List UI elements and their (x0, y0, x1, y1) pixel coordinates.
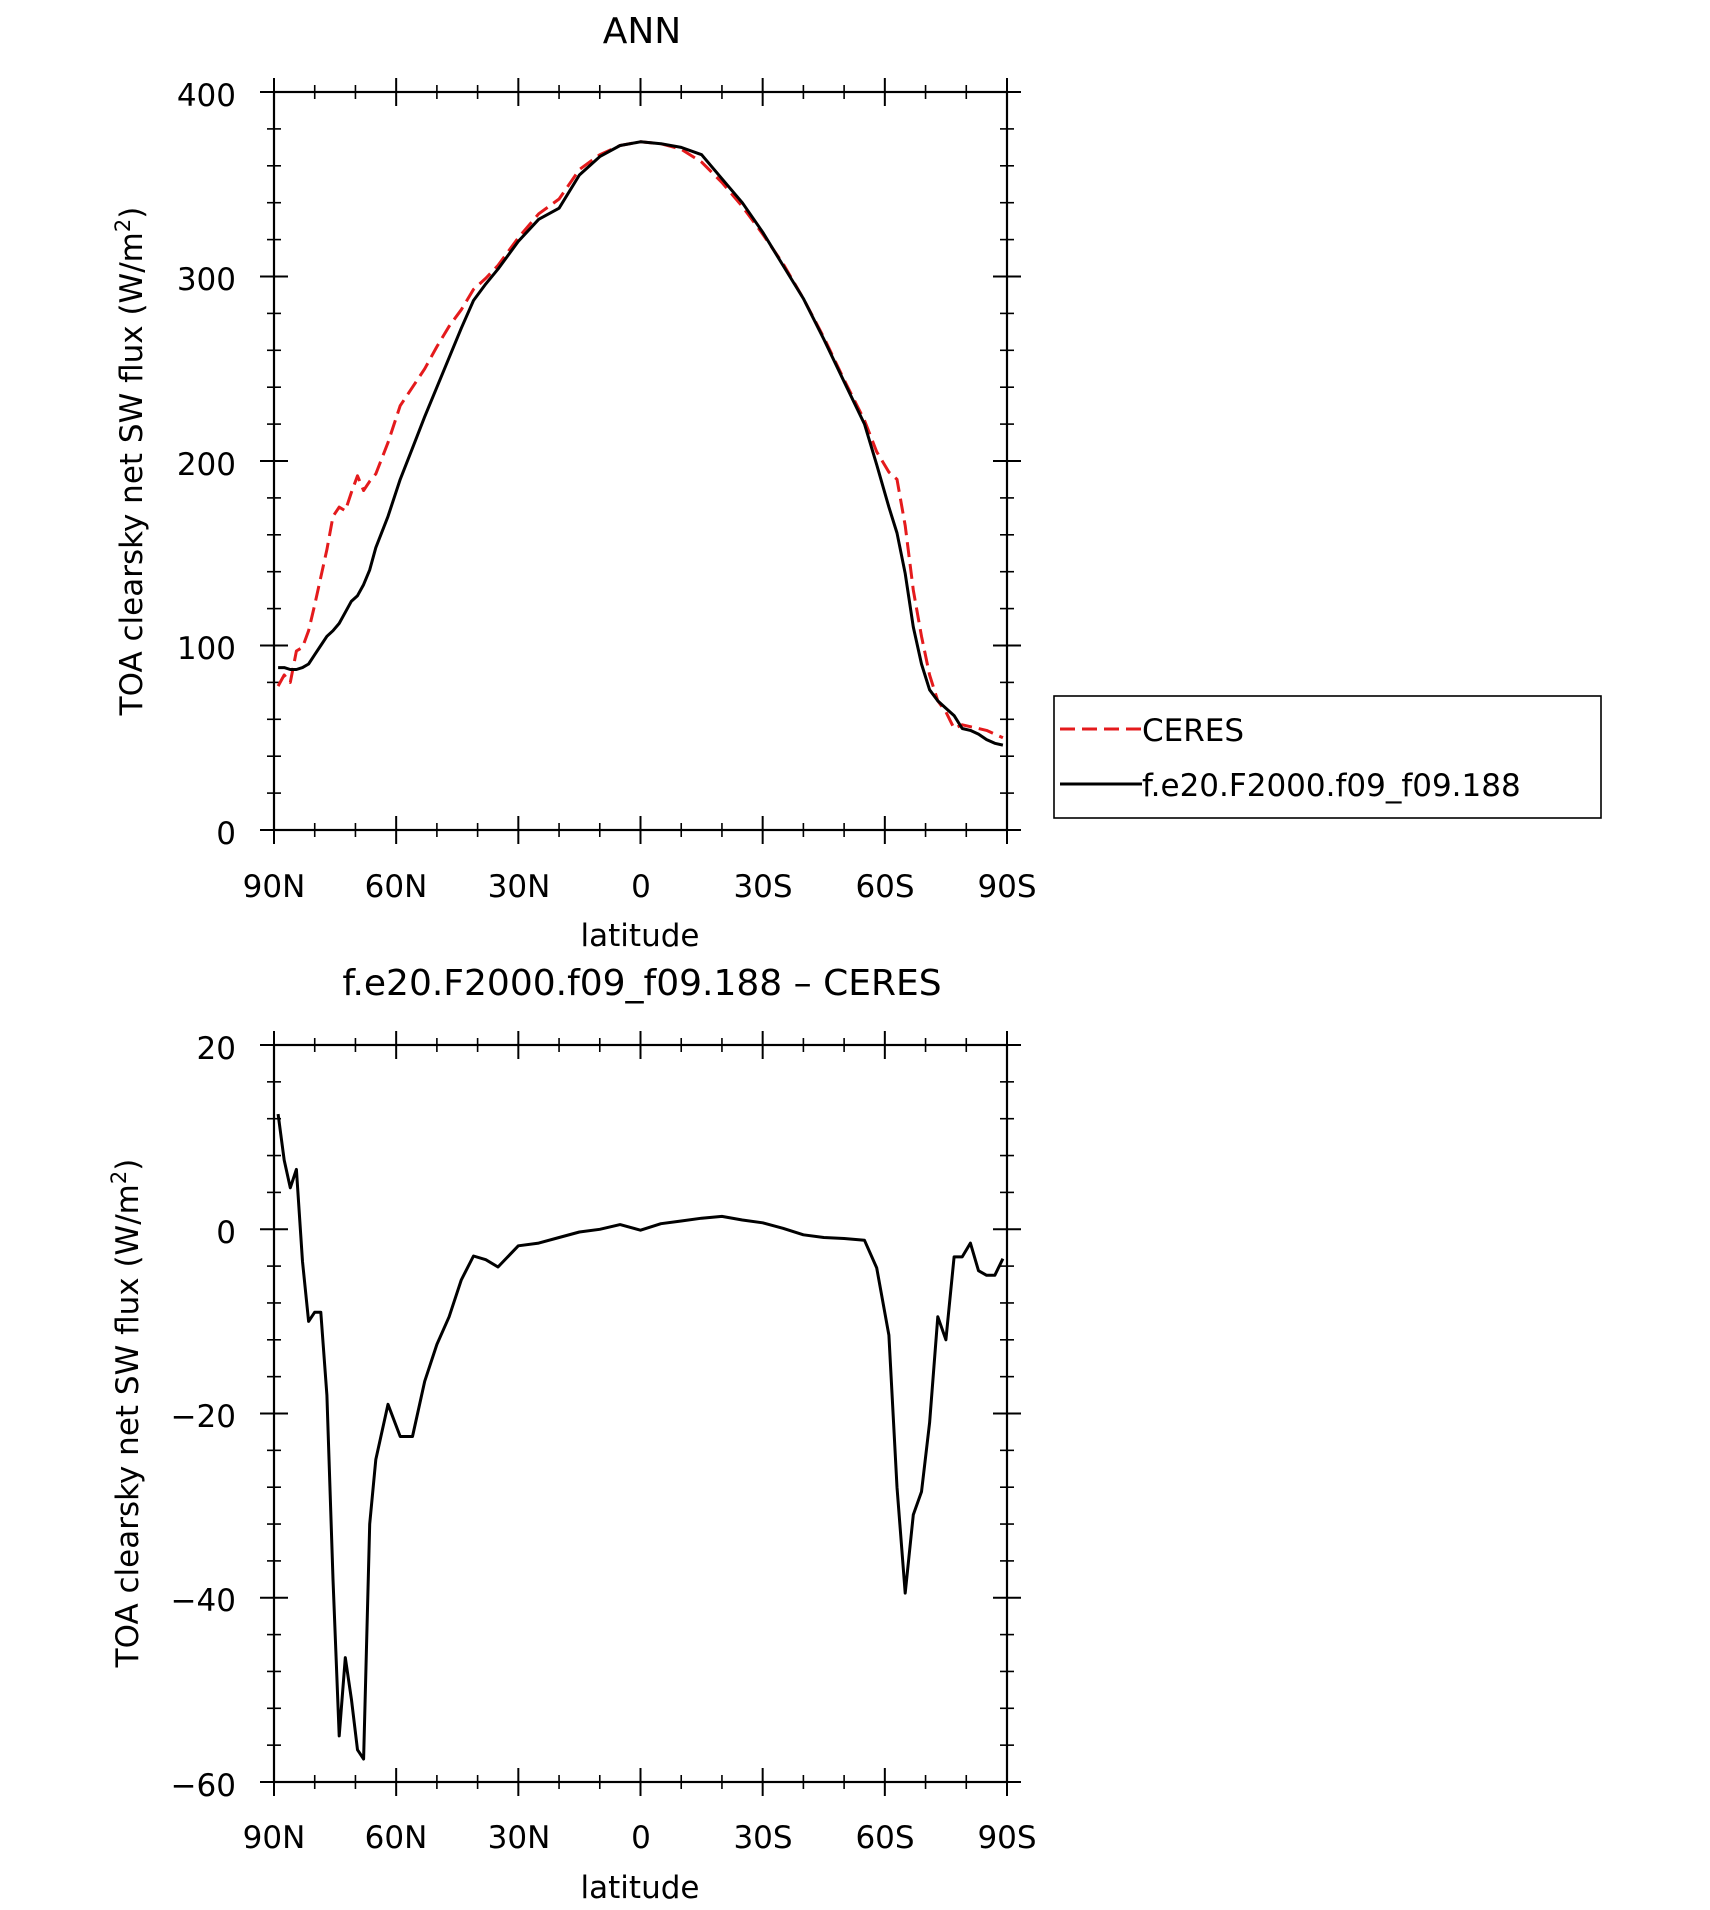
y-tick-labels: 20 0 −20 −40 −60 (171, 1031, 236, 1804)
x-tick-label: 90N (243, 869, 306, 905)
x-tick-label: 90N (243, 1820, 306, 1856)
y-axis-label: TOA clearsky net SW flux (W/m2) (107, 1159, 146, 1669)
x-tick-label: 60S (855, 1820, 914, 1856)
x-tick-label: 0 (631, 1820, 651, 1856)
series-line-ceres (276, 140, 1004, 740)
y-tick-labels: 400 300 200 100 0 (177, 78, 236, 852)
x-tick-label: 30N (488, 1820, 551, 1856)
y-tick-label: 100 (177, 631, 236, 667)
x-tick-labels: 90N 60N 30N 0 30S 60S 90S (243, 869, 1037, 905)
y-axis-label: TOA clearsky net SW flux (W/m2) (111, 207, 150, 717)
x-tick-label: 60S (855, 869, 914, 905)
y-tick-label: 400 (177, 78, 236, 114)
x-tick-label: 90S (977, 869, 1036, 905)
y-tick-label: 200 (177, 447, 236, 483)
chart-panel-difference: f.e20.F2000.f09_f09.188 – CERES 20 0 −20… (107, 963, 1037, 1906)
series-lines (276, 1113, 1005, 1761)
legend-label-model: f.e20.F2000.f09_f09.188 (1142, 768, 1521, 804)
chart-title: ANN (603, 11, 682, 52)
legend-label-ceres: CERES (1142, 713, 1244, 749)
x-tick-labels: 90N 60N 30N 0 30S 60S 90S (243, 1820, 1037, 1856)
x-tick-label: 30S (733, 869, 792, 905)
y-tick-label: 300 (177, 262, 236, 298)
x-tick-label: 30S (733, 1820, 792, 1856)
x-tick-label: 30N (488, 869, 551, 905)
minor-ticks (267, 85, 1014, 837)
x-tick-label: 90S (977, 1820, 1036, 1856)
y-tick-label: −40 (171, 1583, 236, 1619)
y-tick-label: −60 (171, 1768, 236, 1804)
plot-area (260, 1031, 1021, 1796)
x-axis-label: latitude (581, 1870, 700, 1905)
chart-title: f.e20.F2000.f09_f09.188 – CERES (342, 963, 941, 1004)
x-axis-label: latitude (581, 918, 700, 954)
y-tick-label: −20 (171, 1399, 236, 1435)
major-ticks (260, 78, 1021, 844)
x-tick-label: 60N (365, 1820, 428, 1856)
series-line-f-e20-f2000-f09-f09-188 (278, 140, 1004, 747)
minor-ticks (267, 1038, 1014, 1789)
series-line-difference (276, 1113, 1005, 1761)
y-tick-label: 0 (216, 816, 236, 852)
legend: CERES f.e20.F2000.f09_f09.188 (1053, 695, 1602, 819)
legend-box (1053, 695, 1602, 819)
plot-frame (272, 1043, 1009, 1784)
series-lines (276, 140, 1004, 747)
major-ticks (260, 1031, 1021, 1796)
plot-frame (272, 90, 1009, 832)
y-tick-label: 0 (216, 1215, 236, 1251)
plot-area (260, 78, 1021, 844)
chart-panel-annual: ANN 400 300 200 100 0 90N 60N 30N 0 30S … (111, 11, 1602, 954)
x-tick-label: 0 (631, 869, 651, 905)
y-tick-label: 20 (197, 1031, 236, 1067)
x-tick-label: 60N (365, 869, 428, 905)
